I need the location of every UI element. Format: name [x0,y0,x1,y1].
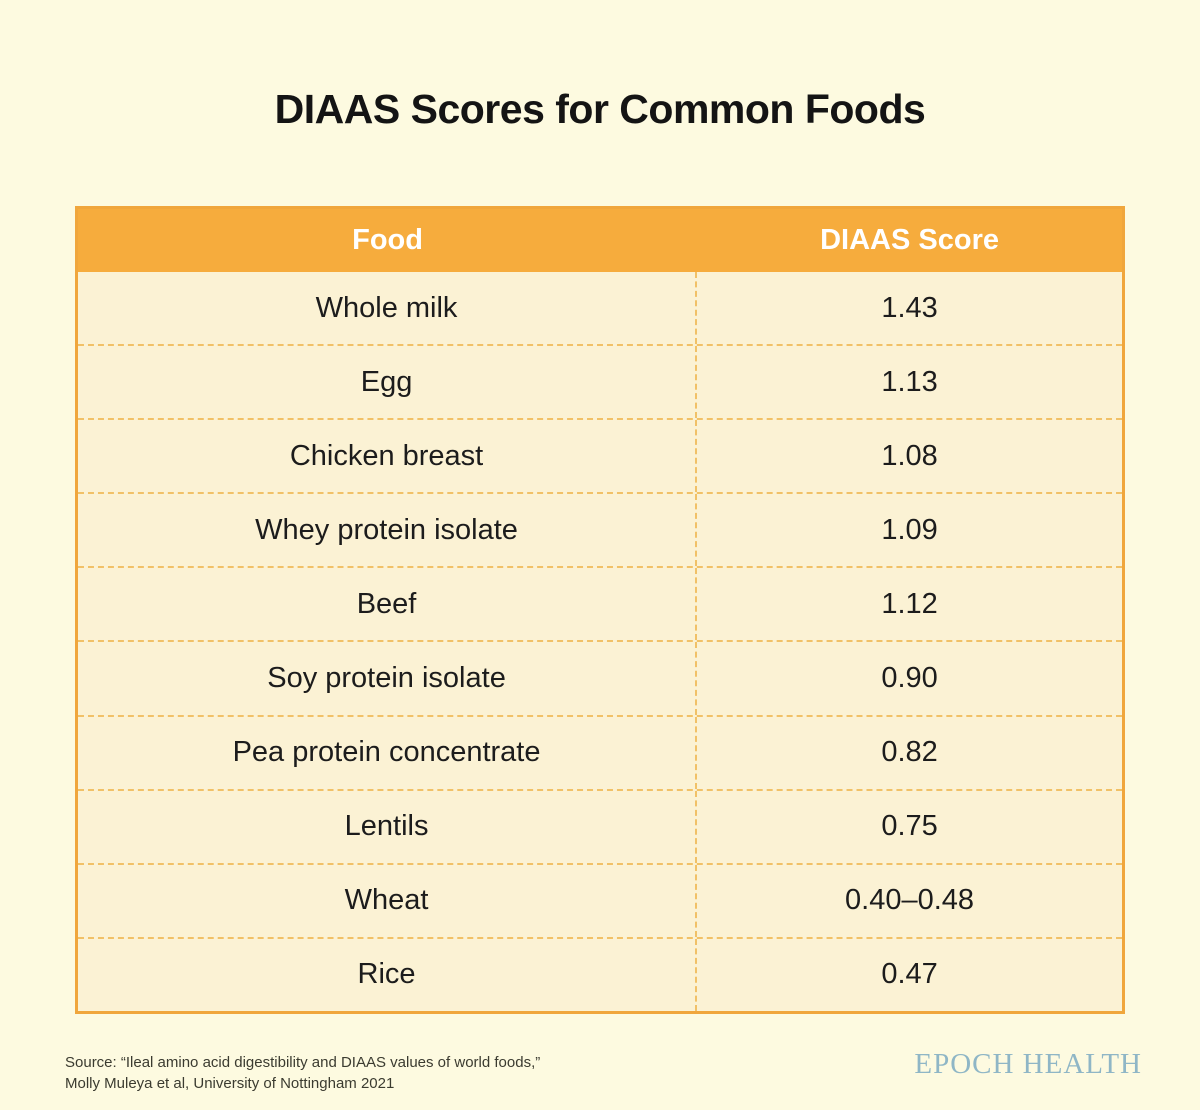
score-cell: 0.82 [881,736,938,769]
brand-logo: EPOCH HEALTH [914,1048,1142,1080]
score-cell: 1.12 [881,587,938,620]
table-row: Lentils 0.75 [78,788,1122,863]
table-row: Wheat 0.40–0.48 [78,862,1122,937]
food-cell: Whole milk [78,272,698,345]
column-header-food: Food [352,224,423,256]
table-row: Beef 1.12 [78,566,1122,641]
table-row: Whole milk 1.43 [78,272,1122,345]
score-cell: 0.90 [881,662,938,695]
table-row: Whey protein isolate 1.09 [78,492,1122,567]
score-cell: 0.40–0.48 [845,884,975,917]
column-header-diaas-score: DIAAS Score [820,224,999,256]
source-line-2: Molly Muleya et al, University of Nottin… [65,1075,395,1092]
score-cell: 1.13 [881,365,938,398]
table-row: Soy protein isolate 0.90 [78,640,1122,715]
food-cell: Whey protein isolate [78,494,698,567]
food-cell: Egg [78,346,698,419]
score-cell: 0.47 [881,958,938,991]
score-cell: 1.09 [881,513,938,546]
page-title: DIAAS Scores for Common Foods [274,86,926,132]
table-row: Chicken breast 1.08 [78,418,1122,493]
source-citation: Source: “Ileal amino acid digestibility … [65,1052,540,1094]
diaas-score-table: Food DIAAS Score Whole milk 1.43 Egg 1.1… [75,206,1125,1014]
table-row: Egg 1.13 [78,344,1122,419]
food-cell: Rice [78,938,698,1011]
table-header-row: Food DIAAS Score [78,209,1122,272]
food-cell: Wheat [78,864,698,937]
food-cell: Chicken breast [78,420,698,493]
score-cell: 0.75 [881,810,938,843]
table-row: Pea protein concentrate 0.82 [78,714,1122,789]
score-cell: 1.08 [881,439,938,472]
table-row: Rice 0.47 [78,936,1122,1011]
source-line-1: Source: “Ileal amino acid digestibility … [65,1054,541,1071]
food-cell: Beef [78,568,698,641]
score-cell: 1.43 [881,291,938,324]
food-cell: Pea protein concentrate [78,716,698,789]
food-cell: Lentils [78,790,698,863]
food-cell: Soy protein isolate [78,642,698,715]
